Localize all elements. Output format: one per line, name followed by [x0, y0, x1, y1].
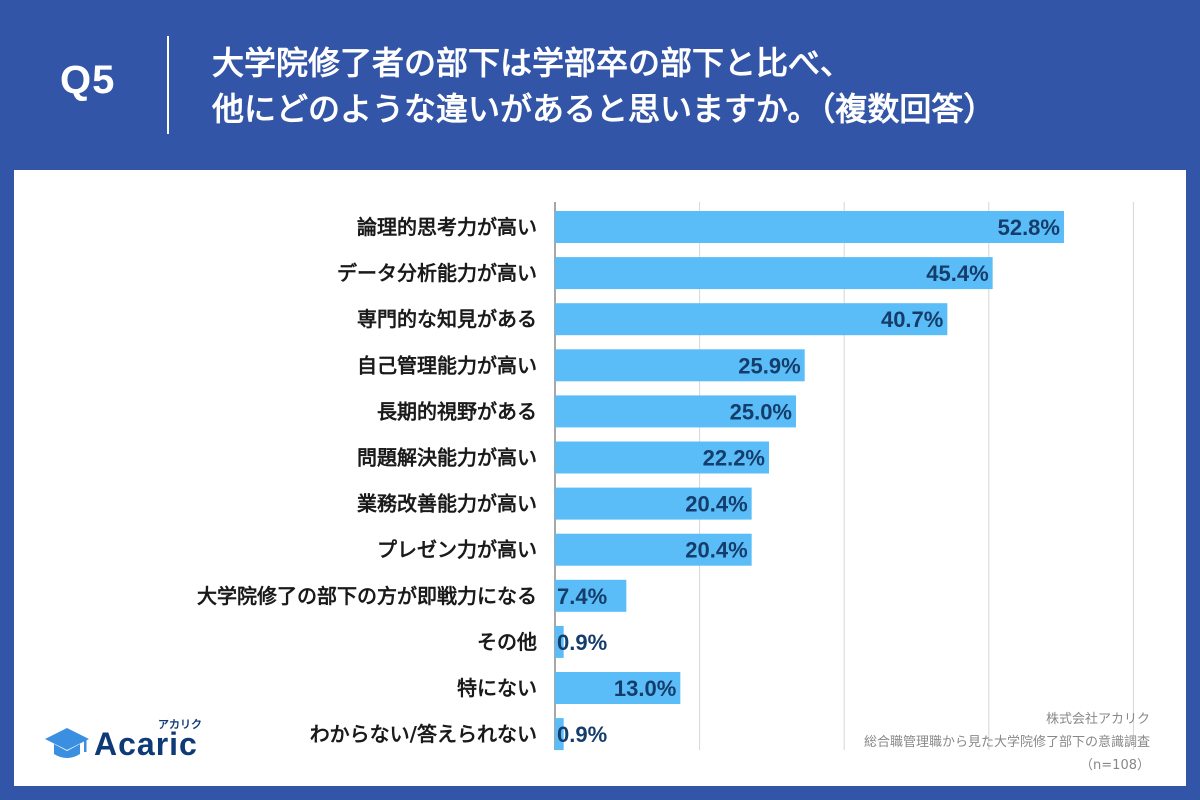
data-label: 0.9% [557, 630, 607, 655]
question-title-line-2: 他にどのような違いがあると思いますか。（複数回答） [212, 90, 996, 128]
data-label: 25.0% [730, 399, 792, 424]
bar [555, 672, 681, 704]
bar [555, 257, 993, 290]
data-label: 7.4% [557, 584, 607, 609]
logo-kana: アカリク [158, 718, 202, 731]
data-label: 20.4% [685, 492, 747, 517]
category-label: 自己管理能力が高い [357, 353, 537, 377]
bar [555, 349, 805, 382]
bar [555, 579, 627, 612]
category-label: 大学院修了の部下の方が即戦力になる [197, 584, 537, 608]
header: Q5 大学院修了者の部下は学部卒の部下と比べ、 他にどのような違いがあると思いま… [0, 0, 1200, 170]
category-label: 問題解決能力が高い [357, 446, 537, 470]
bar-chart: 論理的思考力が高い 52.8% データ分析能力が高い 45.4% 専門的な知見がある 40… [197, 202, 1134, 751]
question-number: Q5 [60, 58, 116, 102]
data-label: 45.4% [926, 261, 988, 286]
graduation-cap-icon [45, 728, 89, 758]
bar [555, 441, 770, 474]
category-label: 特にない [457, 676, 537, 700]
data-label: 20.4% [685, 538, 747, 563]
bar [555, 533, 752, 566]
category-label: データ分析能力が高い [337, 261, 537, 285]
bar [555, 718, 564, 751]
category-label: 業務改善能力が高い [357, 492, 537, 516]
data-label: 40.7% [881, 307, 943, 332]
logo-wordmark: Acaric [94, 726, 198, 762]
data-label: 0.9% [557, 722, 607, 747]
question-title: 大学院修了者の部下は学部卒の部下と比べ、 他にどのような違いがあると思いますか。… [212, 40, 1172, 132]
chart-panel: 論理的思考力が高い 52.8% データ分析能力が高い 45.4% 専門的な知見がある 40… [14, 170, 1186, 786]
data-label: 52.8% [998, 215, 1060, 240]
source-company: 株式会社アカリク [1045, 712, 1150, 727]
category-label: 専門的な知見がある [357, 307, 537, 331]
category-label: わからない/答えられない [310, 722, 537, 746]
source-note: 株式会社アカリク 総合職管理職から見た大学院修了部下の意識調査 （n=108） [864, 708, 1150, 777]
bar [555, 625, 564, 658]
category-label: その他 [477, 630, 537, 654]
bar [555, 303, 948, 336]
source-survey: 総合職管理職から見た大学院修了部下の意識調査 [863, 735, 1150, 750]
data-label: 13.0% [614, 676, 676, 701]
category-label: プレゼン力が高い [377, 538, 537, 562]
data-label: 22.2% [703, 446, 765, 471]
bar [555, 211, 1064, 243]
category-label: 長期的視野がある [377, 399, 537, 423]
category-label: 論理的思考力が高い [357, 215, 537, 239]
source-sample: （n=108） [1080, 758, 1150, 773]
acaric-logo: Acaric アカリク [44, 718, 214, 768]
header-divider [167, 36, 169, 134]
question-title-line-1: 大学院修了者の部下は学部卒の部下と比べ、 [212, 44, 853, 82]
bar [555, 395, 796, 428]
bar [555, 487, 752, 520]
data-label: 25.9% [738, 353, 800, 378]
